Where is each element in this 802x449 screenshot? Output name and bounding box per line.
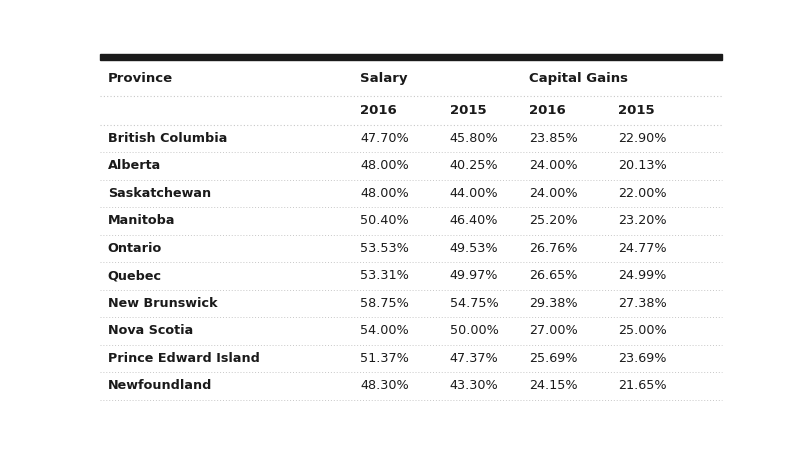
Text: 50.40%: 50.40% — [360, 215, 409, 228]
Text: 2016: 2016 — [529, 104, 566, 117]
Text: Nova Scotia: Nova Scotia — [107, 324, 193, 337]
Text: British Columbia: British Columbia — [107, 132, 227, 145]
Text: Capital Gains: Capital Gains — [529, 72, 628, 85]
Text: 24.00%: 24.00% — [529, 159, 577, 172]
Text: 54.75%: 54.75% — [450, 297, 498, 310]
Text: 25.00%: 25.00% — [618, 324, 666, 337]
Text: 21.65%: 21.65% — [618, 379, 666, 392]
Text: 26.76%: 26.76% — [529, 242, 577, 255]
Text: 20.13%: 20.13% — [618, 159, 666, 172]
Text: 44.00%: 44.00% — [450, 187, 498, 200]
Text: 27.38%: 27.38% — [618, 297, 666, 310]
Text: 45.80%: 45.80% — [450, 132, 498, 145]
Text: 2015: 2015 — [618, 104, 654, 117]
Text: 51.37%: 51.37% — [360, 352, 409, 365]
Text: 27.00%: 27.00% — [529, 324, 578, 337]
Text: 40.25%: 40.25% — [450, 159, 498, 172]
Text: 24.77%: 24.77% — [618, 242, 666, 255]
Text: 23.69%: 23.69% — [618, 352, 666, 365]
Text: Quebec: Quebec — [107, 269, 162, 282]
Text: 48.00%: 48.00% — [360, 187, 409, 200]
Text: 54.00%: 54.00% — [360, 324, 409, 337]
Text: 49.97%: 49.97% — [450, 269, 498, 282]
Text: 24.99%: 24.99% — [618, 269, 666, 282]
Text: 23.20%: 23.20% — [618, 215, 666, 228]
Text: 26.65%: 26.65% — [529, 269, 577, 282]
Text: New Brunswick: New Brunswick — [107, 297, 217, 310]
Text: Saskatchewan: Saskatchewan — [107, 187, 211, 200]
Text: 22.00%: 22.00% — [618, 187, 666, 200]
Text: 2015: 2015 — [450, 104, 486, 117]
Text: Newfoundland: Newfoundland — [107, 379, 212, 392]
Text: Manitoba: Manitoba — [107, 215, 175, 228]
Text: 29.38%: 29.38% — [529, 297, 577, 310]
Text: 43.30%: 43.30% — [450, 379, 498, 392]
Text: Salary: Salary — [360, 72, 407, 85]
Text: 23.85%: 23.85% — [529, 132, 578, 145]
Text: 48.00%: 48.00% — [360, 159, 409, 172]
Text: 24.15%: 24.15% — [529, 379, 577, 392]
Text: Prince Edward Island: Prince Edward Island — [107, 352, 260, 365]
Text: Province: Province — [107, 72, 173, 85]
Text: Ontario: Ontario — [107, 242, 162, 255]
Text: 53.31%: 53.31% — [360, 269, 409, 282]
Text: 25.20%: 25.20% — [529, 215, 577, 228]
Bar — [100, 54, 722, 60]
Text: 46.40%: 46.40% — [450, 215, 498, 228]
Text: 25.69%: 25.69% — [529, 352, 577, 365]
Text: Alberta: Alberta — [107, 159, 161, 172]
Text: 53.53%: 53.53% — [360, 242, 409, 255]
Text: 50.00%: 50.00% — [450, 324, 498, 337]
Text: 48.30%: 48.30% — [360, 379, 409, 392]
Text: 22.90%: 22.90% — [618, 132, 666, 145]
Text: 2016: 2016 — [360, 104, 397, 117]
Text: 24.00%: 24.00% — [529, 187, 577, 200]
Text: 58.75%: 58.75% — [360, 297, 409, 310]
Text: 47.70%: 47.70% — [360, 132, 409, 145]
Text: 49.53%: 49.53% — [450, 242, 498, 255]
Text: 47.37%: 47.37% — [450, 352, 498, 365]
